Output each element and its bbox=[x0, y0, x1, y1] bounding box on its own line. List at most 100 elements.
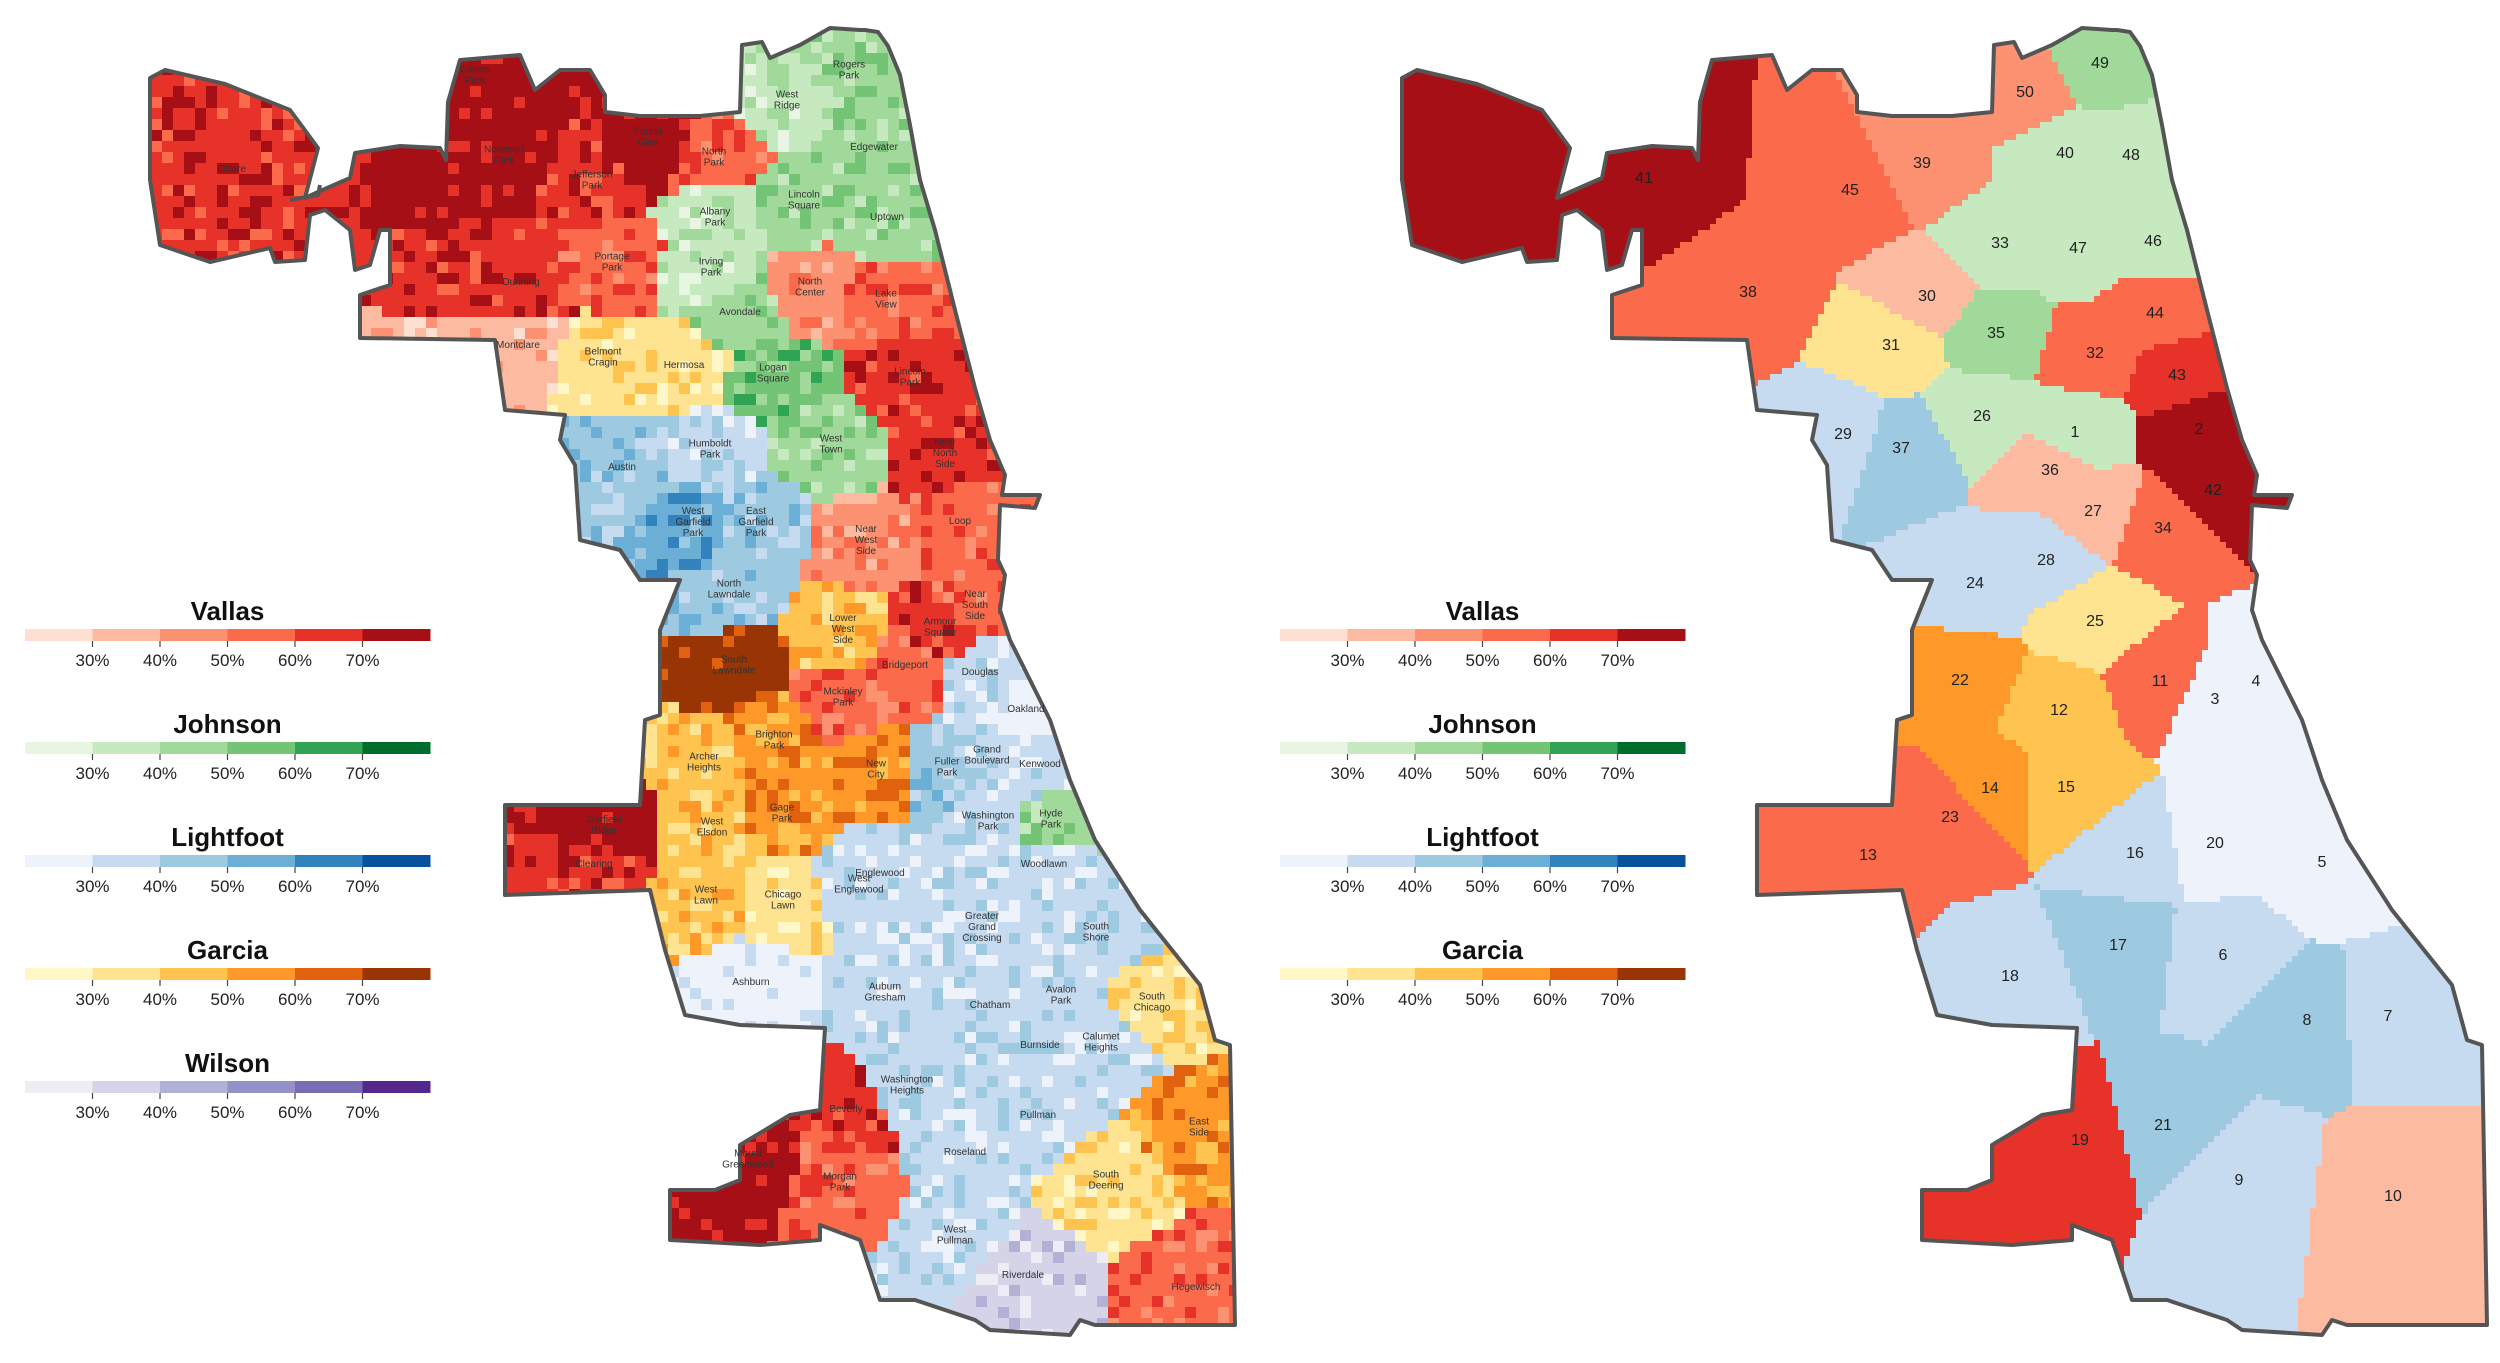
precinct-cell bbox=[932, 163, 944, 175]
precinct-cell bbox=[943, 108, 955, 120]
precinct-cell bbox=[580, 284, 592, 296]
precinct-cell bbox=[569, 240, 581, 252]
precinct-cell bbox=[1196, 53, 1208, 65]
precinct-cell bbox=[481, 42, 493, 54]
precinct-cell bbox=[624, 284, 636, 296]
precinct-cell bbox=[327, 163, 339, 175]
precinct-cell bbox=[877, 295, 889, 307]
precinct-cell bbox=[877, 350, 889, 362]
precinct-cell bbox=[657, 416, 669, 428]
precinct-cell bbox=[1174, 394, 1186, 406]
precinct-cell bbox=[646, 207, 658, 219]
precinct-cell bbox=[195, 97, 207, 109]
precinct-cell bbox=[800, 64, 812, 76]
precinct-cell bbox=[767, 383, 779, 395]
precinct-cell bbox=[866, 229, 878, 241]
precinct-cell bbox=[228, 339, 240, 351]
precinct-cell bbox=[1108, 28, 1120, 32]
precinct-cell bbox=[150, 405, 152, 417]
precinct-cell bbox=[591, 394, 603, 406]
precinct-cell bbox=[316, 548, 328, 560]
precinct-cell bbox=[150, 317, 152, 329]
precinct-cell bbox=[778, 383, 790, 395]
precinct-cell bbox=[1064, 207, 1076, 219]
precinct-cell bbox=[822, 339, 834, 351]
precinct-cell bbox=[250, 559, 262, 571]
precinct-cell bbox=[756, 372, 768, 384]
precinct-cell bbox=[426, 361, 438, 373]
precinct-cell bbox=[1031, 471, 1043, 483]
precinct-cell bbox=[822, 317, 834, 329]
precinct-cell bbox=[580, 339, 592, 351]
precinct-cell bbox=[855, 482, 867, 494]
precinct-cell bbox=[1240, 64, 1252, 76]
precinct-cell bbox=[833, 64, 845, 76]
precinct-cell bbox=[1185, 537, 1197, 549]
precinct-cell bbox=[1009, 28, 1021, 32]
precinct-cell bbox=[624, 460, 636, 472]
precinct-cell bbox=[646, 152, 658, 164]
precinct-cell bbox=[228, 185, 240, 197]
precinct-cell bbox=[294, 284, 306, 296]
precinct-cell bbox=[954, 405, 966, 417]
precinct-cell bbox=[591, 493, 603, 505]
precinct-cell bbox=[1240, 438, 1252, 450]
precinct-cell bbox=[1064, 438, 1076, 450]
precinct-cell bbox=[855, 229, 867, 241]
precinct-cell bbox=[272, 152, 284, 164]
precinct-cell bbox=[591, 284, 603, 296]
precinct-cell bbox=[261, 31, 273, 43]
precinct-cell bbox=[338, 515, 350, 527]
precinct-cell bbox=[426, 482, 438, 494]
precinct-cell bbox=[756, 482, 768, 494]
precinct-cell bbox=[250, 174, 262, 186]
precinct-cell bbox=[536, 53, 548, 65]
precinct-cell bbox=[404, 86, 416, 98]
precinct-cell bbox=[756, 108, 768, 120]
precinct-cell bbox=[712, 493, 724, 505]
precinct-cell bbox=[448, 515, 460, 527]
precinct-cell bbox=[349, 438, 361, 450]
precinct-cell bbox=[338, 185, 350, 197]
precinct-cell bbox=[910, 163, 922, 175]
precinct-cell bbox=[536, 306, 548, 318]
precinct-cell bbox=[558, 185, 570, 197]
precinct-cell bbox=[657, 438, 669, 450]
precinct-cell bbox=[800, 152, 812, 164]
precinct-cell bbox=[1163, 130, 1175, 142]
precinct-cell bbox=[723, 427, 735, 439]
precinct-cell bbox=[316, 383, 328, 395]
precinct-cell bbox=[1240, 537, 1252, 549]
precinct-cell bbox=[822, 306, 834, 318]
precinct-cell bbox=[910, 339, 922, 351]
precinct-cell bbox=[954, 383, 966, 395]
precinct-cell bbox=[1196, 185, 1208, 197]
precinct-cell bbox=[976, 328, 988, 340]
precinct-cell bbox=[426, 295, 438, 307]
precinct-cell bbox=[338, 196, 350, 208]
precinct-cell bbox=[613, 515, 625, 527]
precinct-cell bbox=[536, 185, 548, 197]
precinct-cell bbox=[646, 174, 658, 186]
precinct-cell bbox=[1207, 317, 1219, 329]
precinct-cell bbox=[459, 416, 471, 428]
precinct-cell bbox=[921, 163, 933, 175]
precinct-cell bbox=[580, 28, 592, 32]
precinct-cell bbox=[1185, 229, 1197, 241]
precinct-cell bbox=[624, 218, 636, 230]
precinct-cell bbox=[382, 427, 394, 439]
precinct-cell bbox=[206, 251, 218, 263]
precinct-cell bbox=[1009, 251, 1021, 263]
precinct-cell bbox=[1207, 482, 1219, 494]
precinct-cell bbox=[1174, 97, 1186, 109]
precinct-cell bbox=[338, 460, 350, 472]
precinct-cell bbox=[635, 515, 647, 527]
precinct-cell bbox=[437, 64, 449, 76]
precinct-cell bbox=[965, 526, 977, 538]
precinct-cell bbox=[250, 119, 262, 131]
precinct-cell bbox=[1240, 108, 1252, 120]
precinct-cell bbox=[316, 526, 328, 538]
precinct-cell bbox=[701, 218, 713, 230]
precinct-cell bbox=[613, 240, 625, 252]
precinct-cell bbox=[503, 152, 515, 164]
